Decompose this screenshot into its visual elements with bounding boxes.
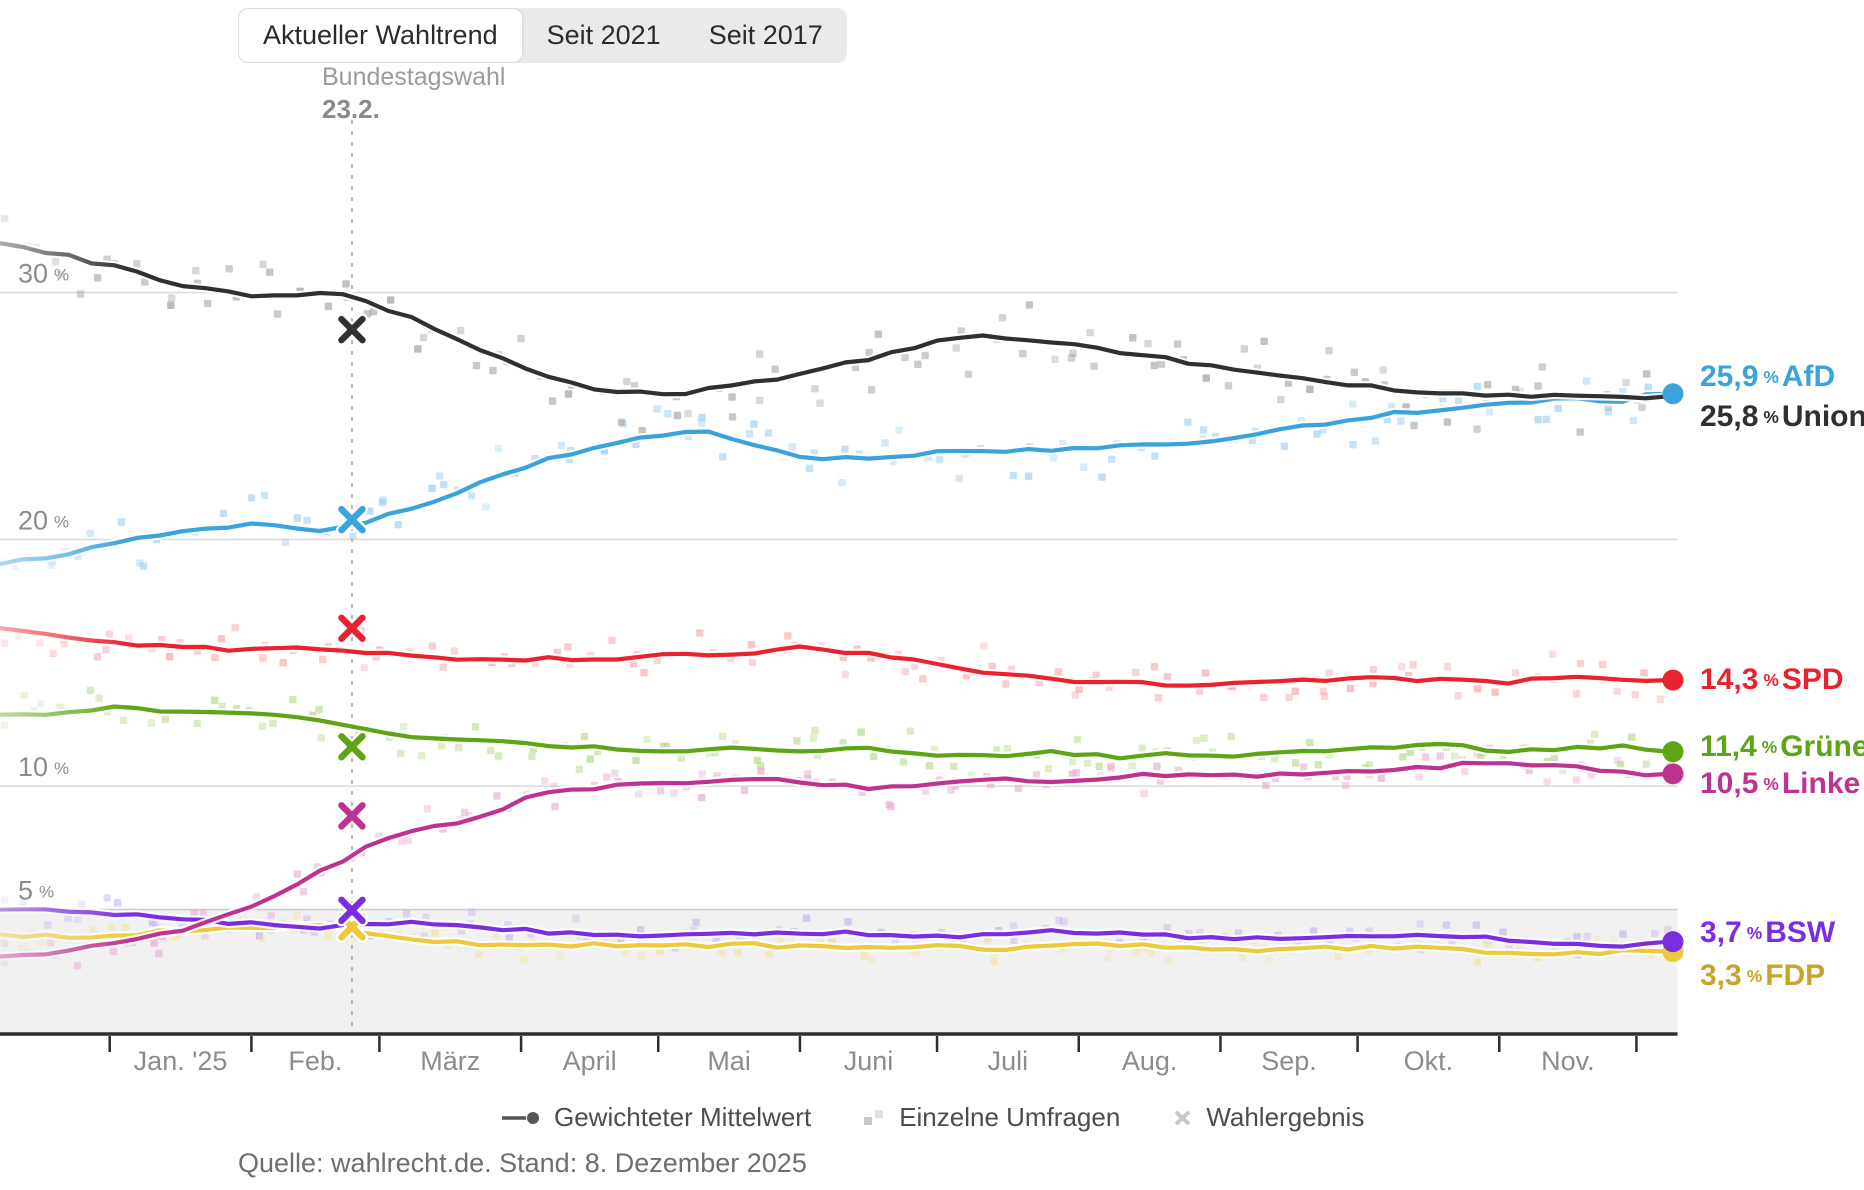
party-value: 10,5 <box>1700 766 1759 800</box>
party-value: 11,4 <box>1700 729 1757 763</box>
y-axis-label-10: 10% <box>18 752 69 782</box>
poll-scatter-spd <box>0 623 1665 703</box>
percent-sign: % <box>1763 407 1779 428</box>
y-axis-label-20: 20% <box>18 505 69 535</box>
poll-scatter-afd <box>0 377 1652 570</box>
party-label-afd: 25,9% AfD <box>1700 360 1835 394</box>
chart-data-layer <box>0 214 1676 970</box>
line-end-dot-bsw <box>1662 931 1684 953</box>
x-axis-label-1: Jan. '25 <box>134 1046 228 1076</box>
party-name: Linke <box>1781 766 1861 800</box>
party-value: 25,9 <box>1700 359 1759 393</box>
x-axis-label-2: Feb. <box>288 1046 342 1076</box>
party-value: 14,3 <box>1700 663 1759 697</box>
party-name: BSW <box>1765 915 1836 949</box>
party-name: Union <box>1781 400 1864 434</box>
percent-sign: % <box>1746 965 1763 986</box>
trend-line-grüne <box>0 704 1676 761</box>
party-label-union: 25,8% Union <box>1700 400 1864 434</box>
tab-aktueller-wahltrend[interactable]: Aktueller Wahltrend <box>238 8 523 63</box>
election-result-marker-spd <box>335 612 368 645</box>
x-axis-label-3: März <box>420 1046 480 1076</box>
election-result-marker-union <box>335 313 368 346</box>
party-label-linke: 10,5% Linke <box>1700 767 1860 801</box>
trend-line-linke <box>0 760 1676 959</box>
party-value: 3,3 <box>1700 958 1742 992</box>
legend-item-weighted-mean: Gewichteter Mittelwert <box>500 1102 811 1133</box>
x-axis-label-4: April <box>563 1046 617 1076</box>
election-result-marker-grüne <box>335 730 368 763</box>
cross-icon <box>1174 1110 1191 1125</box>
trend-line-icon <box>502 1111 539 1124</box>
percent-sign: % <box>1763 366 1779 387</box>
party-value: 3,7 <box>1700 915 1742 949</box>
percent-sign: % <box>1761 736 1778 757</box>
x-axis-label-9: Sep. <box>1261 1046 1317 1076</box>
party-label-spd: 14,3% SPD <box>1700 663 1844 697</box>
election-result-marker-linke <box>335 799 368 832</box>
legend-label: Einzelne Umfragen <box>899 1102 1121 1132</box>
party-name: Grüne <box>1780 729 1864 763</box>
poll-squares-icon <box>864 1109 884 1125</box>
poll-scatter-union <box>0 214 1651 436</box>
legend: Gewichteter Mittelwert Einzelne Umfragen… <box>500 1102 1364 1133</box>
trend-line-spd <box>0 626 1676 688</box>
legend-item-election-result: Wahlergebnis <box>1172 1102 1364 1133</box>
tab-seit-2021[interactable]: Seit 2021 <box>523 8 685 63</box>
percent-sign: % <box>1763 670 1779 691</box>
line-end-dot-afd <box>1662 383 1684 405</box>
trend-line-bsw <box>0 907 1676 949</box>
x-axis-label-10: Okt. <box>1404 1046 1454 1076</box>
x-axis-label-6: Juni <box>844 1046 894 1076</box>
trend-line-union <box>0 241 1676 401</box>
party-label-gruene: 11,4% Grüne <box>1700 730 1864 764</box>
party-name: AfD <box>1781 359 1836 393</box>
line-end-dot-spd <box>1662 669 1684 691</box>
party-value: 25,8 <box>1700 400 1759 434</box>
percent-sign: % <box>1763 773 1779 794</box>
percent-sign: % <box>1746 922 1763 943</box>
poll-trend-chart: 30 %20 %10 %5 %Jan. '25 Feb. März April Mai Juni J… <box>0 120 1684 1076</box>
x-axis-label-11: Nov. <box>1541 1046 1595 1076</box>
line-end-dot-grüne <box>1662 741 1684 763</box>
election-annotation-title: Bundestagswahl <box>322 63 506 91</box>
x-axis-label-8: Aug. <box>1122 1046 1178 1076</box>
party-name: SPD <box>1781 663 1844 697</box>
x-axis-label-7: Juli <box>988 1046 1029 1076</box>
party-name: FDP <box>1765 958 1826 992</box>
x-axis-label-5: Mai <box>707 1046 751 1076</box>
election-annotation: Bundestagswahl 23.2. <box>322 62 505 126</box>
party-label-fdp: 3,3% FDP <box>1700 959 1825 993</box>
legend-label: Wahlergebnis <box>1206 1102 1365 1132</box>
view-tabs: Aktueller Wahltrend Seit 2021 Seit 2017 <box>238 8 847 63</box>
election-annotation-date: 23.2. <box>322 94 380 125</box>
tab-seit-2017[interactable]: Seit 2017 <box>685 8 847 63</box>
trend-line-afd <box>0 391 1676 567</box>
election-result-marker-afd <box>335 503 368 536</box>
legend-label: Gewichteter Mittelwert <box>554 1102 812 1132</box>
party-label-bsw: 3,7% BSW <box>1700 916 1835 950</box>
legend-item-single-polls: Einzelne Umfragen <box>863 1102 1120 1133</box>
source-note: Quelle: wahlrecht.de. Stand: 8. Dezember… <box>238 1148 807 1178</box>
line-end-dot-linke <box>1662 763 1684 785</box>
election-result-marker-bsw <box>335 894 368 927</box>
